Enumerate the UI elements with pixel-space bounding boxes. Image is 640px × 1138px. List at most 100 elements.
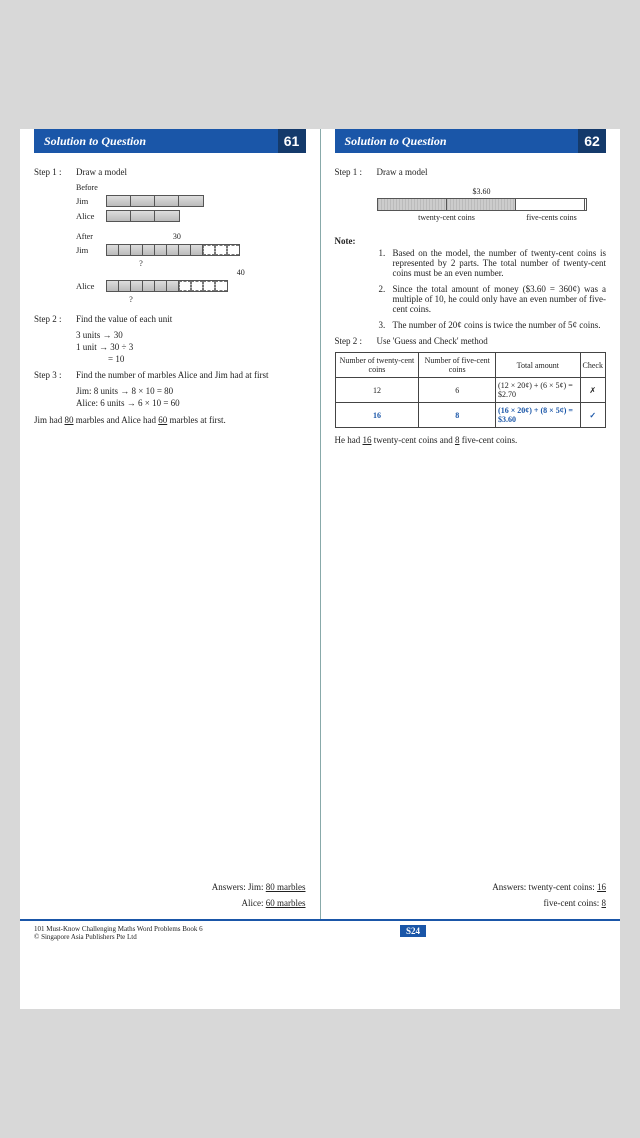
ans-v1: 80 marbles (266, 882, 306, 892)
ans2-l2: five-cent coins: (544, 898, 600, 908)
header-number: 61 (278, 129, 306, 153)
ans2-l1: Answers: twenty-cent coins: (492, 882, 594, 892)
step3: Step 3 : Find the number of marbles Alic… (34, 370, 306, 380)
r2c3: (16 × 20¢) + (8 × 5¢) = $3.60 (496, 403, 581, 428)
r1c3: (12 × 20¢) + (6 × 5¢) = $2.70 (496, 378, 581, 403)
seg1-label: twenty-cent coins (377, 213, 517, 222)
before-label: Before (76, 183, 306, 192)
header-number-2: 62 (578, 129, 606, 153)
table-row-highlight: 16 8 (16 × 20¢) + (8 × 5¢) = $3.60 ✓ (335, 403, 606, 428)
alice-after-bar (106, 280, 228, 292)
column-q61: Solution to Question 61 Step 1 : Draw a … (20, 129, 321, 919)
r2c1: 16 (335, 403, 419, 428)
model-before: Before Jim Alice (34, 183, 306, 222)
label-30: 30 (173, 232, 181, 241)
page: Solution to Question 61 Step 1 : Draw a … (20, 129, 620, 1009)
c-c: marbles and Alice had (74, 415, 159, 425)
note1-text: Based on the model, the number of twenty… (393, 248, 607, 278)
page-number-badge: S24 (400, 925, 426, 937)
note-head: Note: (335, 236, 607, 246)
after-label: After (76, 232, 93, 241)
calc1: 3 units → 30 (34, 330, 306, 340)
step3-label: Step 3 : (34, 370, 76, 380)
model-after: After 30 Jim ? 40 Alice ? (34, 232, 306, 304)
table-row: 12 6 (12 × 20¢) + (6 × 5¢) = $2.70 ✗ (335, 378, 606, 403)
th4: Check (580, 353, 605, 378)
c-d: 60 (158, 415, 167, 425)
alice-label-2: Alice (76, 281, 106, 291)
jim-after-bar (106, 244, 240, 256)
c2a: He had (335, 435, 363, 445)
note-list: 1.Based on the model, the number of twen… (335, 248, 607, 330)
total-label: $3.60 (377, 187, 587, 196)
jim-label: Jim (76, 196, 106, 206)
jim-before-bar (106, 195, 204, 207)
calc2: 1 unit → 30 ÷ 3 (34, 342, 306, 352)
step-label: Step 1 : (34, 167, 76, 177)
step2-label: Step 2 : (34, 314, 76, 324)
label-40: 40 (76, 268, 306, 277)
th1: Number of twenty-cent coins (335, 353, 419, 378)
c-a: Jim had (34, 415, 65, 425)
conclusion-q62: He had 16 twenty-cent coins and 8 five-c… (335, 434, 607, 447)
header-title-2: Solution to Question (335, 129, 579, 153)
ans-l2: Alice: (242, 898, 264, 908)
step2-q62: Step 2 : Use 'Guess and Check' method (335, 336, 607, 346)
ans-l1: Answers: Jim: (212, 882, 264, 892)
step1-text: Draw a model (377, 167, 607, 177)
alice-calc: Alice: 6 units → 6 × 10 = 60 (34, 398, 306, 408)
note-2: 2.Since the total amount of money ($3.60… (393, 284, 607, 314)
step1-q62: Step 1 : Draw a model (335, 167, 607, 177)
c-b: 80 (65, 415, 74, 425)
model-q62: $3.60 twenty-cent coins five-cents coins (335, 183, 607, 230)
r1c1: 12 (335, 378, 419, 403)
step-text: Draw a model (76, 167, 306, 177)
jim-label-2: Jim (76, 245, 106, 255)
columns: Solution to Question 61 Step 1 : Draw a … (20, 129, 620, 919)
note3-text: The number of 20¢ coins is twice the num… (393, 320, 601, 330)
th3: Total amount (496, 353, 581, 378)
r2c4: ✓ (580, 403, 605, 428)
seg2-label: five-cents coins (517, 213, 587, 222)
answers-q61: Answers: Jim: 80 marbles Alice: 60 marbl… (212, 880, 306, 911)
note-1: 1.Based on the model, the number of twen… (393, 248, 607, 278)
answers-q62: Answers: twenty-cent coins: 16 five-cent… (492, 880, 606, 911)
step2-label-q62: Step 2 : (335, 336, 377, 346)
r1c2: 6 (419, 378, 496, 403)
c2b: 16 (363, 435, 372, 445)
column-q62: Solution to Question 62 Step 1 : Draw a … (321, 129, 621, 919)
c2c: twenty-cent coins and (372, 435, 455, 445)
r2c2: 8 (419, 403, 496, 428)
alice-label: Alice (76, 211, 106, 221)
step2-text: Find the value of each unit (76, 314, 306, 324)
note2-text: Since the total amount of money ($3.60 =… (393, 284, 607, 314)
header-title: Solution to Question (34, 129, 278, 153)
step2-text-q62: Use 'Guess and Check' method (377, 336, 607, 346)
footer-line1: 101 Must-Know Challenging Maths Word Pro… (34, 925, 203, 933)
table-header-row: Number of twenty-cent coins Number of fi… (335, 353, 606, 378)
footer: 101 Must-Know Challenging Maths Word Pro… (20, 919, 620, 941)
note-3: 3.The number of 20¢ coins is twice the n… (393, 320, 607, 330)
alice-before-bar (106, 210, 180, 222)
calc3: = 10 (34, 354, 306, 364)
c2e: five-cent coins. (459, 435, 517, 445)
step3-text: Find the number of marbles Alice and Jim… (76, 370, 306, 380)
ans2-v2: 8 (602, 898, 607, 908)
step2: Step 2 : Find the value of each unit (34, 314, 306, 324)
header-q61: Solution to Question 61 (34, 129, 306, 153)
footer-line2: © Singapore Asia Publishers Pte Ltd (34, 933, 203, 941)
th2: Number of five-cent coins (419, 353, 496, 378)
header-q62: Solution to Question 62 (335, 129, 607, 153)
ans-v2: 60 marbles (266, 898, 306, 908)
coin-bar (377, 198, 587, 211)
c-e: marbles at first. (167, 415, 225, 425)
guess-check-table: Number of twenty-cent coins Number of fi… (335, 352, 607, 428)
conclusion-q61: Jim had 80 marbles and Alice had 60 marb… (34, 414, 306, 427)
step1: Step 1 : Draw a model (34, 167, 306, 177)
ans2-v1: 16 (597, 882, 606, 892)
footer-text: 101 Must-Know Challenging Maths Word Pro… (34, 925, 203, 941)
q-mark-1: ? (76, 259, 176, 268)
step1-label: Step 1 : (335, 167, 377, 177)
q-mark-2: ? (76, 295, 156, 304)
jim-calc: Jim: 8 units → 8 × 10 = 80 (34, 386, 306, 396)
